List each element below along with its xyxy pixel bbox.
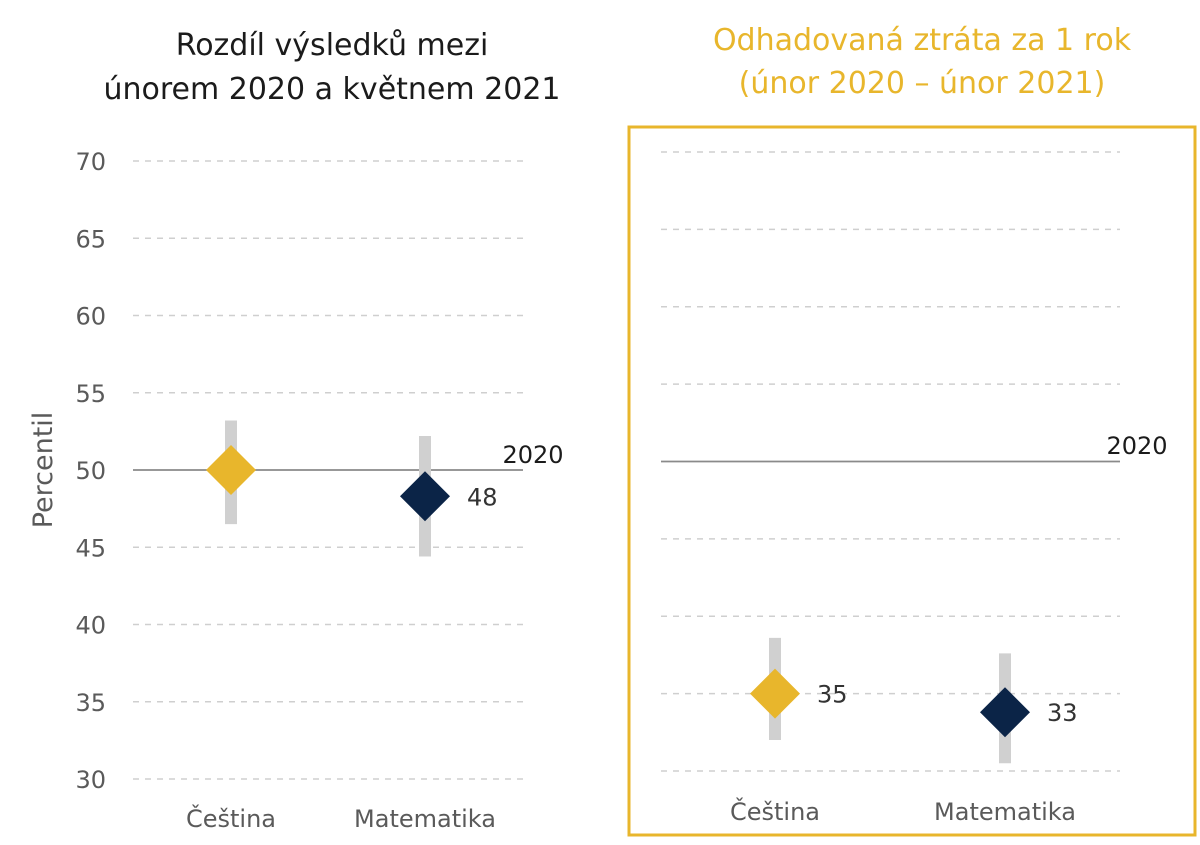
right-chart: Odhadovaná ztráta za 1 rok (únor 2020 – … bbox=[627, 23, 1197, 837]
left-points: 48 bbox=[206, 420, 498, 557]
data-label: 35 bbox=[817, 681, 848, 709]
y-tick-label: 60 bbox=[75, 303, 106, 331]
y-tick-label: 70 bbox=[75, 148, 106, 176]
category-label: Čeština bbox=[186, 803, 276, 833]
category-label: Matematika bbox=[354, 805, 496, 833]
right-reference-label: 2020 bbox=[1106, 432, 1167, 460]
left-reference-label: 2020 bbox=[502, 441, 563, 469]
left-y-ticks: 30 35 40 45 50 55 60 65 70 bbox=[75, 148, 106, 794]
data-label: 48 bbox=[467, 483, 498, 511]
y-tick-label: 65 bbox=[75, 225, 106, 253]
y-tick-label: 50 bbox=[75, 457, 106, 485]
category-label: Čeština bbox=[730, 796, 820, 826]
y-tick-label: 45 bbox=[75, 534, 106, 562]
left-categories: Čeština Matematika bbox=[186, 803, 496, 833]
data-point-diamond bbox=[980, 687, 1030, 738]
left-title-line-1: Rozdíl výsledků mezi bbox=[176, 28, 489, 63]
y-tick-label: 40 bbox=[75, 612, 106, 640]
category-label: Matematika bbox=[934, 798, 1076, 826]
right-categories: Čeština Matematika bbox=[730, 796, 1076, 826]
y-axis-label: Percentil bbox=[28, 412, 59, 529]
right-title-line-1: Odhadovaná ztráta za 1 rok bbox=[713, 23, 1132, 58]
data-label: 33 bbox=[1047, 699, 1078, 727]
data-point-diamond bbox=[400, 471, 450, 522]
left-gridlines bbox=[133, 160, 523, 780]
y-tick-label: 35 bbox=[75, 689, 106, 717]
y-tick-label: 30 bbox=[75, 766, 106, 794]
right-gridlines bbox=[661, 151, 1120, 772]
data-point-diamond bbox=[206, 445, 256, 495]
left-title-line-2: únorem 2020 a květnem 2021 bbox=[103, 72, 560, 107]
right-title-line-2: (únor 2020 – únor 2021) bbox=[739, 66, 1106, 101]
y-tick-label: 55 bbox=[75, 380, 106, 408]
right-points: 35 33 bbox=[750, 637, 1078, 764]
left-chart: Rozdíl výsledků mezi únorem 2020 a květn… bbox=[28, 28, 564, 833]
data-point-diamond bbox=[750, 668, 800, 719]
right-panel-border bbox=[627, 125, 1197, 837]
